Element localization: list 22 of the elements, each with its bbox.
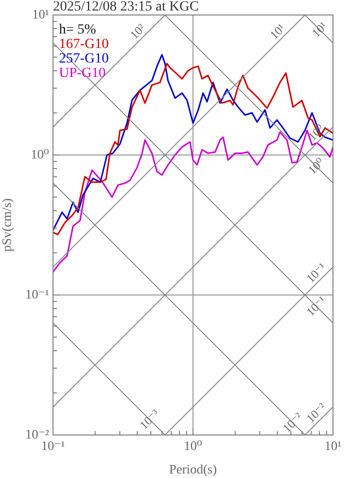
- text: 257-G10: [59, 52, 109, 67]
- annotation: 10⁻²: [303, 400, 330, 426]
- x-axis-title: Period(s): [169, 462, 217, 477]
- annotation: 10⁰: [305, 155, 328, 178]
- annotation: 10¹: [309, 18, 330, 40]
- y-tick-label: 10¹: [32, 6, 50, 22]
- annotation: 10⁻²: [280, 410, 306, 436]
- text: 167-G10: [59, 37, 109, 52]
- annotation: 10²: [127, 20, 148, 42]
- x-tick-label: 10¹: [324, 438, 342, 454]
- annotation: 10⁰: [305, 122, 328, 144]
- text: UP-G10: [59, 66, 106, 82]
- y-axis-title: pSv(cm/s): [0, 198, 14, 252]
- annotation: h= 5%: [59, 22, 96, 38]
- annotation: 10⁻¹: [303, 260, 330, 286]
- annotation: 10⁻¹: [303, 293, 330, 319]
- y-tick-label: 10⁰: [30, 146, 49, 162]
- y-tick-label: 10⁻¹: [25, 286, 50, 302]
- chart-title: 2025/12/08 23:15 at KGC: [53, 0, 199, 15]
- annotation: 10⁻³: [136, 406, 162, 432]
- annotation: 10¹: [266, 20, 288, 42]
- x-tick-label: 10⁰: [184, 438, 202, 454]
